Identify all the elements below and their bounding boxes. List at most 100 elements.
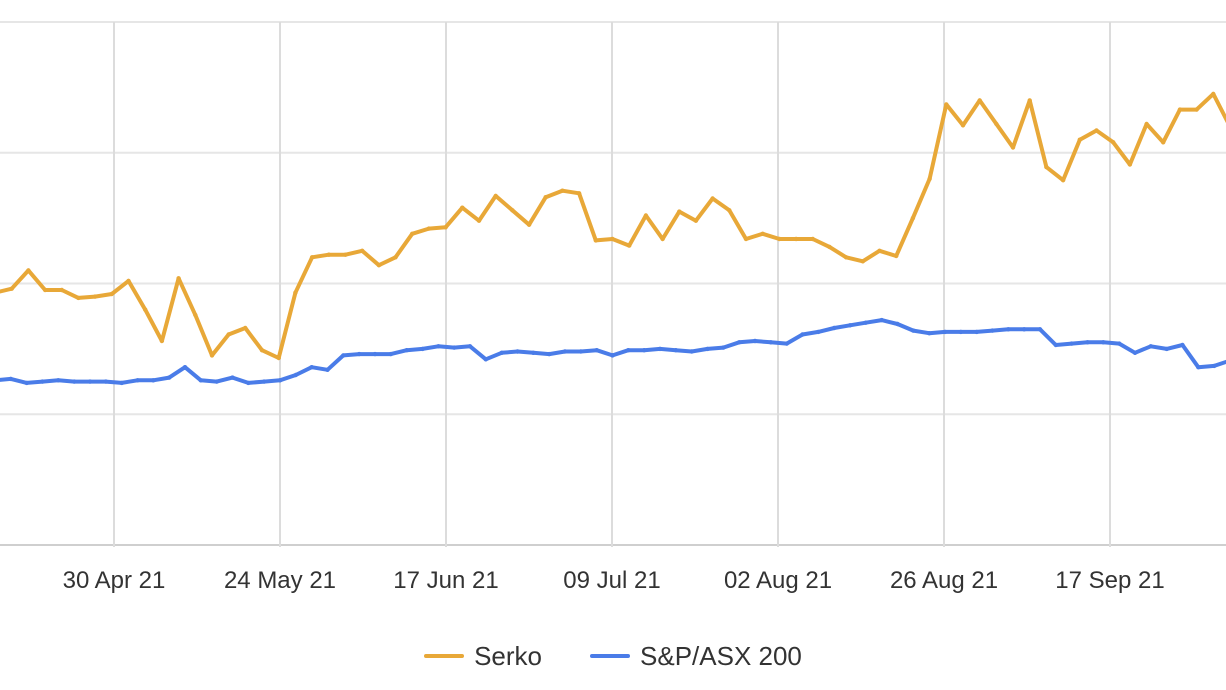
data-point-serko[interactable] [1027, 98, 1032, 103]
data-point-asx200[interactable] [341, 353, 346, 358]
data-point-serko[interactable] [1111, 140, 1116, 145]
data-point-serko[interactable] [977, 98, 982, 103]
data-point-serko[interactable] [777, 236, 782, 242]
data-point-serko[interactable] [426, 226, 432, 231]
data-point-serko[interactable] [293, 290, 298, 295]
data-point-asx200[interactable] [737, 340, 742, 345]
data-point-serko[interactable] [476, 218, 482, 223]
data-point-asx200[interactable] [357, 351, 362, 357]
data-point-asx200[interactable] [309, 365, 314, 370]
data-point-asx200[interactable] [24, 380, 29, 386]
data-point-serko[interactable] [109, 291, 115, 297]
data-point-asx200[interactable] [420, 346, 425, 352]
data-point-asx200[interactable] [705, 346, 710, 352]
data-point-asx200[interactable] [1021, 327, 1027, 332]
data-point-serko[interactable] [1127, 162, 1133, 167]
data-point-asx200[interactable] [499, 350, 504, 355]
data-point-asx200[interactable] [832, 325, 837, 331]
data-point-serko[interactable] [126, 278, 131, 284]
data-point-asx200[interactable] [847, 323, 853, 328]
data-point-serko[interactable] [309, 255, 315, 260]
data-point-serko[interactable] [693, 218, 699, 223]
data-point-serko[interactable] [576, 191, 582, 196]
data-point-serko[interactable] [793, 236, 799, 242]
data-point-asx200[interactable] [103, 379, 109, 384]
data-point-asx200[interactable] [942, 329, 948, 335]
data-point-asx200[interactable] [8, 376, 13, 382]
data-point-asx200[interactable] [752, 338, 758, 344]
data-point-serko[interactable] [143, 307, 148, 312]
data-point-asx200[interactable] [562, 349, 568, 354]
data-point-asx200[interactable] [673, 348, 678, 353]
data-point-serko[interactable] [827, 244, 832, 250]
data-point-serko[interactable] [326, 252, 331, 257]
data-point-serko[interactable] [560, 188, 565, 193]
data-point-serko[interactable] [526, 222, 532, 227]
data-point-asx200[interactable] [547, 351, 552, 357]
data-point-serko[interactable] [9, 286, 14, 291]
data-point-asx200[interactable] [1180, 342, 1185, 348]
data-point-asx200[interactable] [214, 379, 219, 384]
data-point-asx200[interactable] [293, 372, 298, 378]
data-point-serko[interactable] [810, 236, 815, 242]
data-point-serko[interactable] [243, 325, 248, 331]
data-point-asx200[interactable] [230, 375, 235, 380]
data-point-asx200[interactable] [515, 349, 520, 354]
data-point-asx200[interactable] [863, 320, 868, 325]
data-point-asx200[interactable] [1164, 346, 1169, 352]
data-point-asx200[interactable] [119, 380, 124, 386]
data-point-serko[interactable] [176, 276, 181, 281]
data-point-serko[interactable] [677, 209, 682, 214]
data-point-serko[interactable] [276, 355, 281, 361]
data-point-serko[interactable] [1094, 128, 1099, 133]
data-point-serko[interactable] [343, 252, 348, 257]
data-point-asx200[interactable] [1117, 341, 1122, 346]
data-point-serko[interactable] [944, 102, 949, 107]
data-point-serko[interactable] [1194, 107, 1199, 112]
data-point-asx200[interactable] [958, 329, 963, 335]
data-point-asx200[interactable] [404, 348, 409, 353]
data-point-asx200[interactable] [689, 349, 694, 354]
data-point-asx200[interactable] [721, 345, 726, 350]
data-point-serko[interactable] [860, 259, 865, 264]
data-point-asx200[interactable] [927, 331, 932, 336]
data-point-asx200[interactable] [1053, 342, 1059, 348]
data-point-asx200[interactable] [1148, 344, 1154, 349]
data-point-serko[interactable] [1144, 121, 1149, 127]
data-point-serko[interactable] [843, 255, 849, 260]
data-point-serko[interactable] [927, 176, 932, 182]
data-point-serko[interactable] [543, 195, 548, 200]
data-point-asx200[interactable] [40, 379, 45, 384]
data-point-asx200[interactable] [1085, 340, 1090, 345]
data-point-asx200[interactable] [325, 367, 330, 372]
data-point-asx200[interactable] [1212, 363, 1217, 369]
data-point-serko[interactable] [510, 208, 515, 213]
data-point-serko[interactable] [660, 236, 665, 242]
data-point-asx200[interactable] [388, 351, 393, 357]
data-point-asx200[interactable] [657, 346, 663, 352]
data-point-serko[interactable] [159, 338, 165, 344]
data-point-asx200[interactable] [610, 353, 615, 358]
data-point-asx200[interactable] [974, 329, 979, 335]
data-point-serko[interactable] [76, 295, 81, 301]
data-point-serko[interactable] [760, 231, 765, 236]
data-point-asx200[interactable] [151, 378, 156, 383]
data-point-asx200[interactable] [990, 328, 995, 333]
data-point-serko[interactable] [1161, 140, 1166, 145]
data-point-asx200[interactable] [879, 317, 884, 323]
data-point-serko[interactable] [226, 332, 231, 337]
data-point-asx200[interactable] [246, 380, 251, 386]
data-point-serko[interactable] [92, 294, 98, 299]
data-point-serko[interactable] [360, 248, 365, 253]
data-point-asx200[interactable] [1006, 327, 1011, 332]
data-point-asx200[interactable] [911, 328, 916, 333]
data-point-asx200[interactable] [1196, 365, 1201, 370]
data-point-asx200[interactable] [594, 348, 599, 353]
data-point-asx200[interactable] [452, 345, 457, 350]
data-point-serko[interactable] [1044, 164, 1049, 170]
data-point-serko[interactable] [894, 253, 899, 259]
data-point-asx200[interactable] [467, 344, 473, 349]
data-point-asx200[interactable] [642, 348, 647, 353]
data-point-serko[interactable] [393, 255, 398, 260]
data-point-serko[interactable] [627, 243, 632, 248]
